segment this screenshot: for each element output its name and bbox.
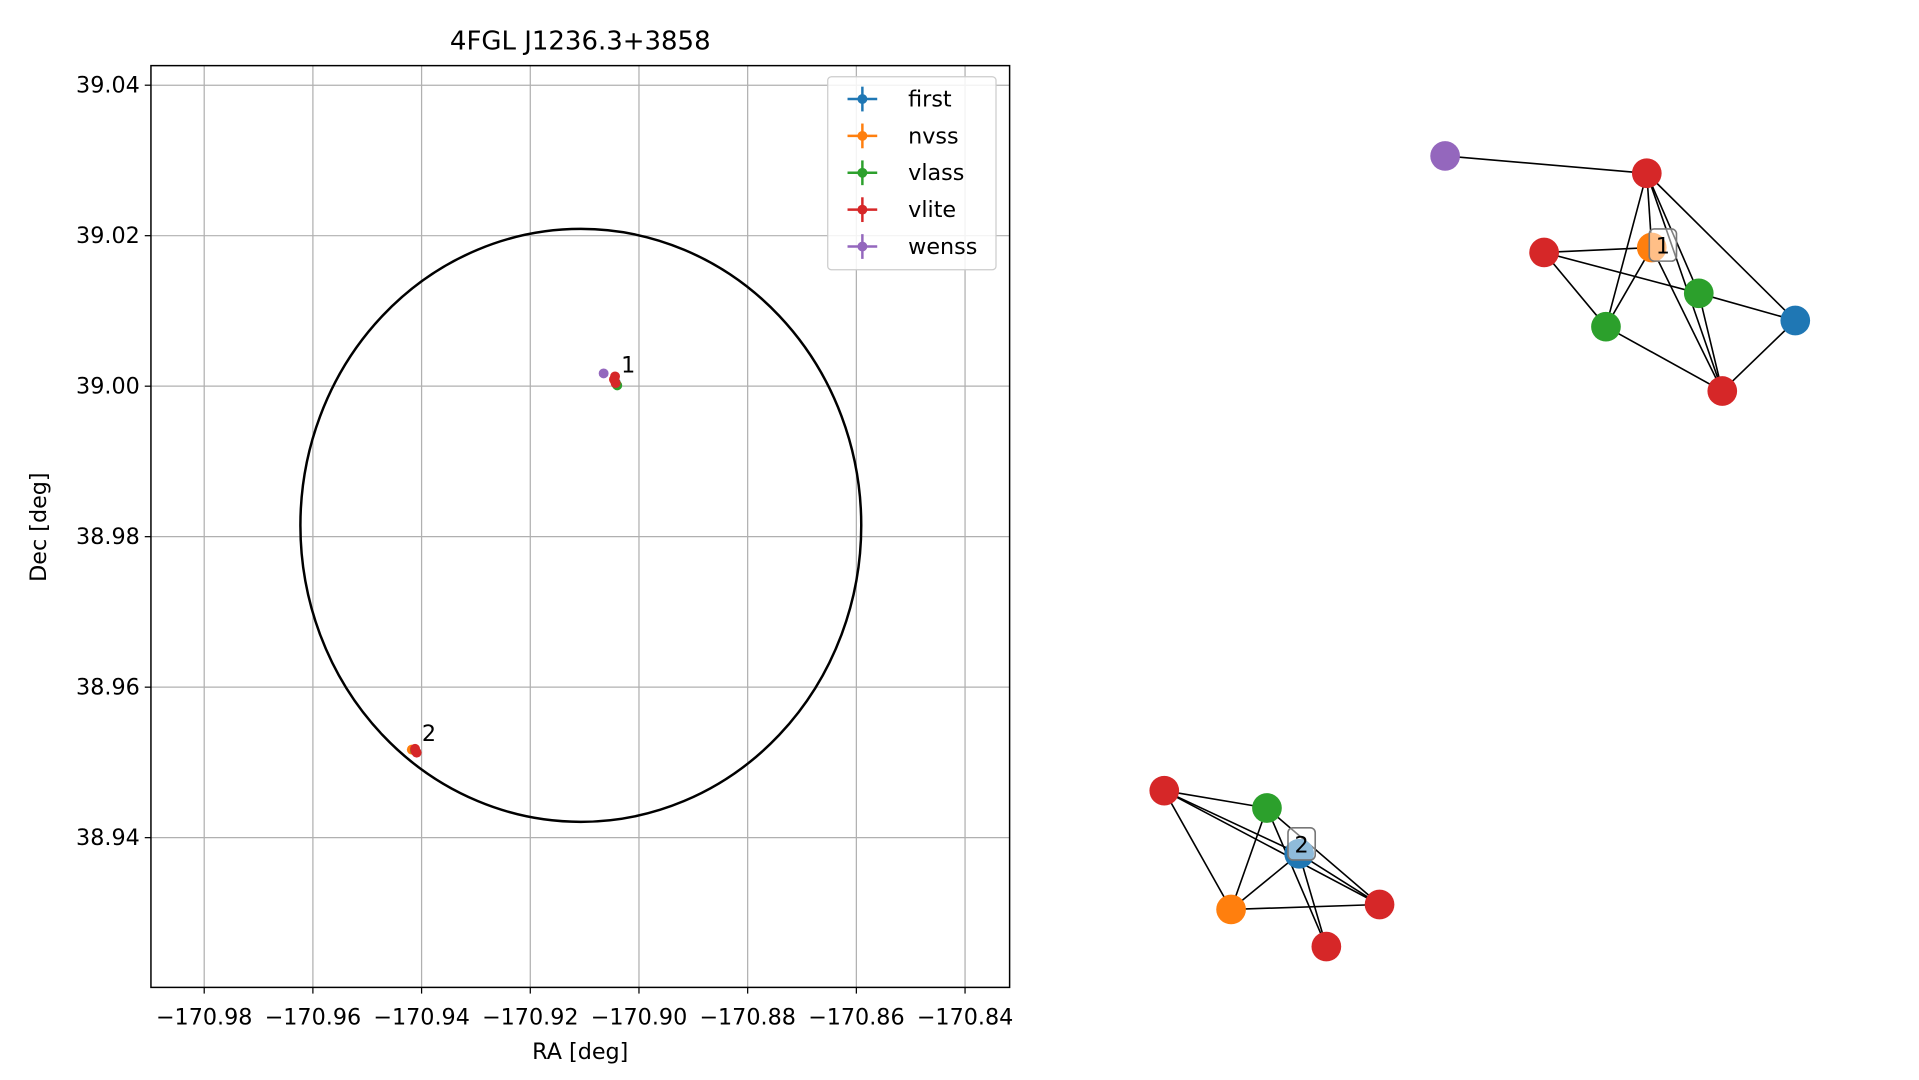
point: [410, 743, 421, 754]
graph-edge: [1445, 155, 1647, 175]
graph-node: [1311, 931, 1342, 962]
graph-node: [1364, 889, 1395, 920]
graph-edge: [1230, 807, 1268, 910]
graph-edge: [1164, 789, 1268, 809]
x-tick-label: −170.92: [482, 1005, 579, 1031]
x-tick-label: −170.90: [591, 1005, 688, 1031]
annotation: 2: [422, 721, 436, 747]
legend-marker: [857, 130, 868, 141]
graph-node: [1631, 158, 1662, 189]
legend-marker: [857, 241, 868, 252]
legend-marker: [857, 167, 868, 178]
x-tick-label: −170.84: [917, 1005, 1014, 1031]
graph-node: [1252, 793, 1282, 823]
graph-edge: [1646, 173, 1724, 392]
graph-edge: [1698, 292, 1796, 322]
graph-node: [1591, 311, 1621, 342]
graph-edge: [1544, 246, 1652, 254]
graph-edge: [1231, 903, 1380, 911]
legend-box: [827, 76, 997, 271]
graph-label: 1: [1656, 234, 1670, 260]
graph-node: [1430, 141, 1460, 171]
legend-marker: [857, 204, 868, 215]
y-tick-label: 38.94: [76, 825, 140, 851]
legend-marker: [857, 94, 868, 104]
graph-edge: [1543, 251, 1699, 295]
y-tick-label: 39.02: [76, 223, 140, 249]
graph-edge: [1697, 293, 1724, 392]
graph-node: [1529, 237, 1559, 268]
x-tick-label: −170.86: [808, 1005, 905, 1031]
y-tick-label: 38.96: [76, 675, 140, 701]
y-tick-label: 39.00: [76, 374, 140, 400]
graph-edge: [1163, 789, 1380, 906]
point: [610, 378, 621, 389]
graph-label-box: [1648, 228, 1678, 262]
legend-label: vlass: [908, 160, 964, 186]
x-tick-label: −170.96: [265, 1005, 362, 1031]
y-axis-label: Dec [deg]: [26, 472, 52, 582]
x-axis-label: RA [deg]: [532, 1039, 628, 1065]
legend-label: nvss: [908, 123, 959, 149]
chart-title: 4FGL J1236.3+3858: [450, 27, 711, 57]
annotation: 1: [621, 352, 635, 378]
graph-edge: [1605, 247, 1653, 328]
graph-node: [1683, 278, 1714, 309]
graph-edge: [1266, 807, 1328, 947]
legend-label: vlite: [908, 197, 956, 223]
graph-node: [1780, 305, 1811, 336]
graph-edge: [1605, 325, 1723, 392]
graph-node: [1707, 376, 1738, 406]
graph-edge: [1163, 790, 1232, 910]
graph-edge: [1721, 319, 1796, 392]
x-tick-label: −170.94: [373, 1005, 470, 1031]
localization-region: [299, 227, 863, 824]
graph-edge: [1646, 172, 1796, 322]
graph-label: 2: [1295, 833, 1309, 859]
graph-edge: [1298, 853, 1328, 947]
graph-label-box: [1287, 826, 1317, 861]
graph-node: [1216, 894, 1246, 925]
graph-edge: [1651, 247, 1723, 392]
y-tick-label: 38.98: [76, 524, 140, 550]
axes-frame: [150, 64, 1011, 989]
x-tick-label: −170.88: [699, 1005, 796, 1031]
x-tick-label: −170.98: [156, 1005, 253, 1031]
graph-edge: [1298, 853, 1380, 906]
graph-edge: [1266, 807, 1381, 906]
y-tick-label: 39.04: [76, 73, 140, 99]
graph-edge: [1163, 789, 1300, 855]
graph-node: [1149, 775, 1180, 806]
legend-label: first: [908, 86, 952, 112]
graph-edge: [1543, 251, 1607, 328]
point: [598, 368, 609, 379]
legend-label: wenss: [908, 234, 977, 260]
graph-edge: [1605, 173, 1648, 327]
